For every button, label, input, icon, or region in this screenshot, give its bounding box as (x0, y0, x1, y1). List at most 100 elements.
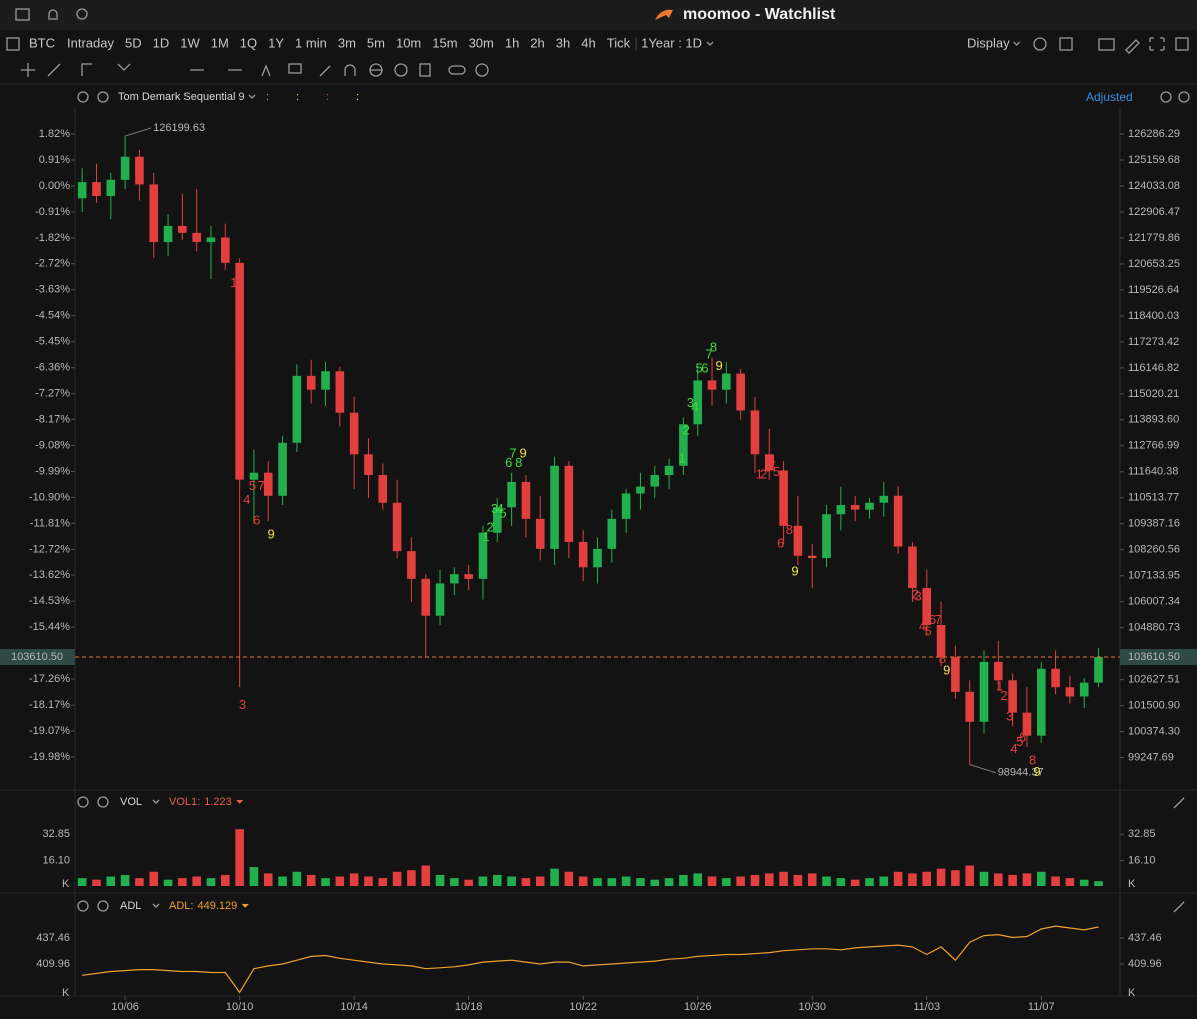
td-count: 9 (791, 563, 798, 578)
volume-bar (979, 871, 989, 886)
y2-tick-label: -7.27% (35, 388, 70, 400)
td-count: 9 (519, 446, 526, 461)
y-tick-label: 113893.60 (1128, 414, 1179, 426)
volume-bar (807, 873, 817, 886)
chart-zoom-in[interactable] (1178, 91, 1190, 103)
period-button[interactable]: 1Q (240, 35, 257, 50)
candle-body (407, 551, 416, 579)
volume-bar (850, 879, 860, 886)
last-price-label: 103610.50 (11, 651, 63, 663)
layout-icon[interactable] (6, 37, 20, 51)
y2-tick-label: 1.82% (39, 128, 70, 140)
pen-icon[interactable] (1125, 39, 1140, 54)
volume-bar (435, 874, 445, 886)
y2-tick-label: -12.72% (29, 543, 70, 555)
period-button[interactable]: 5D (125, 35, 142, 50)
magnet-tools[interactable] (319, 64, 382, 77)
last-price-box (0, 649, 75, 666)
period-button[interactable]: 1W (180, 35, 200, 50)
x-tick-label: 10/06 (111, 1001, 139, 1013)
candle-body (135, 156, 144, 185)
candle-body (578, 541, 588, 568)
adjusted-toggle[interactable]: Adjusted (1086, 90, 1133, 104)
chart-zoom-out[interactable] (1160, 91, 1172, 103)
candle-body (807, 555, 817, 559)
candle-body (793, 525, 803, 556)
period-button[interactable]: 1D (153, 35, 170, 50)
volume-bar (106, 876, 116, 886)
period-button[interactable]: 15m (432, 35, 457, 50)
period-button[interactable]: 1Y (268, 35, 284, 50)
panel-expand[interactable] (1173, 797, 1185, 913)
period-button[interactable]: Tick (607, 35, 631, 50)
period-button[interactable]: 30m (469, 35, 494, 50)
lock-tool[interactable] (369, 63, 383, 77)
adl-close[interactable] (97, 900, 109, 912)
td-count: 6 (929, 612, 936, 627)
period-button[interactable]: 1M (211, 35, 229, 50)
period-button[interactable]: 4h (581, 35, 595, 50)
y2-tick-label: 0.00% (39, 180, 70, 192)
move-tool[interactable] (21, 63, 35, 77)
candle-body (822, 514, 831, 559)
range-selector[interactable]: 1Year : 1D (641, 35, 702, 50)
period-button[interactable]: 5m (367, 35, 385, 50)
volume-bar (793, 874, 803, 886)
td-count: 8 (263, 483, 270, 498)
td-count: 4 (919, 619, 926, 634)
candle-body (92, 182, 101, 196)
period-button[interactable]: 3m (338, 35, 356, 50)
volume-bar (92, 879, 101, 886)
td-count: 7 (706, 347, 713, 362)
period-button[interactable]: Intraday (67, 35, 114, 50)
camera-icon[interactable] (1098, 38, 1115, 51)
candle-body (836, 505, 846, 515)
candle-body (850, 505, 860, 510)
link-tool[interactable] (448, 65, 466, 75)
delete-tool[interactable] (419, 63, 431, 77)
y-tick-label: 409.96 (1128, 958, 1162, 970)
y2-tick-label: -1.82% (35, 232, 70, 244)
period-button[interactable]: 1h (505, 35, 519, 50)
period-button[interactable]: 2h (530, 35, 544, 50)
y-unit: K (1128, 878, 1136, 890)
y-tick-label: 117273.42 (1128, 336, 1179, 348)
hide-tool[interactable] (394, 63, 408, 77)
vol-settings[interactable] (77, 796, 89, 808)
td-count: 4 (243, 492, 250, 507)
period-button[interactable]: 10m (396, 35, 421, 50)
adl-settings[interactable] (77, 900, 89, 912)
fullscreen-icon[interactable] (1149, 37, 1165, 51)
td-count: 8 (939, 651, 946, 666)
td-count: 9 (716, 358, 723, 373)
vol-close[interactable] (97, 796, 109, 808)
x-tick-label: 10/22 (569, 1001, 597, 1013)
td-count: 5 (696, 360, 703, 375)
candle-body (206, 237, 216, 243)
bell-icon[interactable] (48, 9, 58, 20)
drawing-tools[interactable] (47, 63, 271, 77)
candle-body (221, 237, 230, 263)
symbol[interactable]: BTC (29, 35, 55, 50)
period-toolbar: BTC Intraday 5D 1D 1W 1M 1Q 1Y 1 min 3m 5m 10m 15m 30… (6, 35, 714, 51)
period-button[interactable]: 3h (556, 35, 570, 50)
indicator-settings[interactable] (77, 91, 89, 103)
note-tool[interactable] (288, 63, 302, 74)
volume-bar (235, 829, 244, 886)
window-icon[interactable] (1175, 37, 1189, 51)
settings-tool[interactable] (475, 63, 489, 77)
volume-bar (965, 865, 974, 886)
panel-title: ADL (120, 900, 141, 912)
display-menu[interactable]: Display (967, 35, 1010, 50)
td-count: 7 (781, 513, 788, 528)
search-icon[interactable] (76, 8, 88, 20)
y-tick-label: 437.46 (1128, 932, 1162, 944)
settings-icon[interactable] (1033, 37, 1047, 51)
period-button[interactable]: 1 min (295, 35, 327, 50)
color-icon[interactable] (1059, 37, 1073, 51)
volume-bar (822, 876, 831, 886)
toolbar-icons (21, 37, 1190, 913)
menu-icon[interactable] (15, 8, 30, 21)
y-tick-label: 119526.64 (1128, 284, 1179, 296)
indicator-close[interactable] (97, 91, 109, 103)
